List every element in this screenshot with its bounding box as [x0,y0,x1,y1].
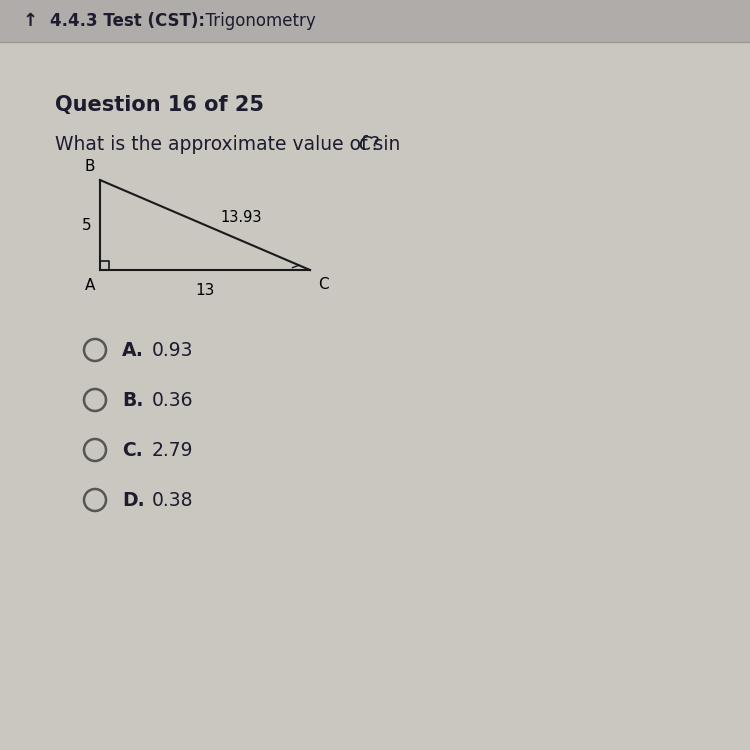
Text: D.: D. [122,490,145,509]
Text: C: C [358,136,371,154]
Text: 0.36: 0.36 [152,391,194,410]
Text: C: C [318,277,328,292]
Text: Trigonometry: Trigonometry [195,12,316,30]
Text: B.: B. [122,391,143,410]
Text: 5: 5 [82,217,92,232]
Text: 13: 13 [195,283,214,298]
Text: A.: A. [122,340,144,359]
Text: C.: C. [122,440,142,460]
Text: What is the approximate value of sin: What is the approximate value of sin [55,136,406,154]
Text: 0.38: 0.38 [152,490,194,509]
Text: ?: ? [370,136,380,154]
Text: 2.79: 2.79 [152,440,194,460]
Text: 4.4.3 Test (CST):: 4.4.3 Test (CST): [50,12,205,30]
Bar [0,0,750,42]
Text: 13.93: 13.93 [220,209,262,224]
Text: Question 16 of 25: Question 16 of 25 [55,95,264,115]
Text: 0.93: 0.93 [152,340,194,359]
Text: A: A [85,278,95,293]
Text: B: B [85,159,95,174]
Text: ↑: ↑ [22,12,38,30]
